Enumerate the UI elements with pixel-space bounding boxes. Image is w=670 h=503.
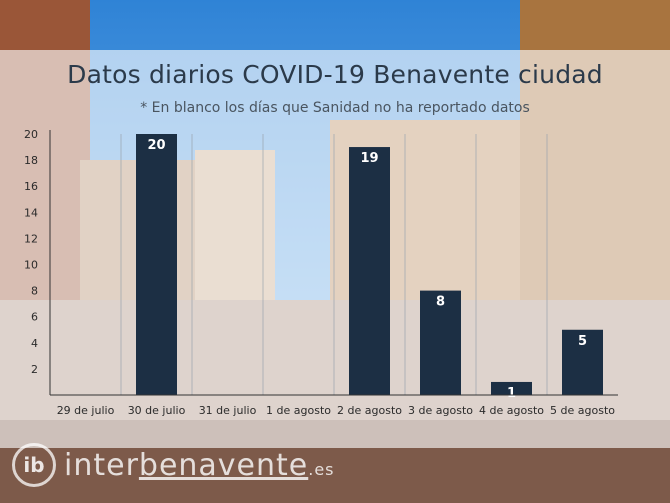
bar-value-label: 5 [578, 334, 587, 349]
x-tick-label: 31 de julio [199, 404, 257, 417]
bar-value-label: 1 [507, 386, 516, 401]
y-tick-label: 16 [24, 180, 38, 193]
bar-value-label: 20 [147, 138, 165, 153]
y-tick-label: 8 [31, 285, 38, 298]
y-tick-label: 12 [24, 232, 38, 245]
bar [349, 147, 390, 395]
logo-tld: .es [308, 459, 335, 479]
interbenavente-logo: ib interbenavente.es [12, 440, 335, 490]
x-tick-label: 3 de agosto [408, 404, 473, 417]
logo-name-b: benavente [138, 447, 309, 483]
bar [491, 381, 532, 395]
bar [136, 134, 177, 395]
y-tick-label: 18 [24, 154, 38, 167]
bar-value-label: 19 [360, 151, 378, 166]
y-tick-label: 6 [31, 311, 38, 324]
x-tick-label: 2 de agosto [337, 404, 402, 417]
x-tick-label: 4 de agosto [479, 404, 544, 417]
x-tick-label: 29 de julio [57, 404, 115, 417]
x-tick-label: 5 de agosto [550, 404, 615, 417]
logo-name-a: inter [64, 447, 139, 483]
y-tick-label: 10 [24, 259, 38, 272]
chart-title: Datos diarios COVID-19 Benavente ciudad [67, 60, 603, 89]
y-tick-label: 14 [24, 206, 38, 219]
logo-badge: ib [12, 443, 56, 487]
chart-panel [0, 50, 670, 448]
y-tick-label: 2 [31, 363, 38, 376]
bar-value-label: 8 [436, 295, 445, 310]
y-tick-label: 4 [31, 337, 38, 350]
y-tick-label: 20 [24, 128, 38, 141]
bar [562, 329, 603, 395]
bar [420, 290, 461, 395]
chart-subtitle: * En blanco los días que Sanidad no ha r… [140, 100, 530, 116]
x-tick-label: 30 de julio [128, 404, 186, 417]
x-tick-label: 1 de agosto [266, 404, 331, 417]
